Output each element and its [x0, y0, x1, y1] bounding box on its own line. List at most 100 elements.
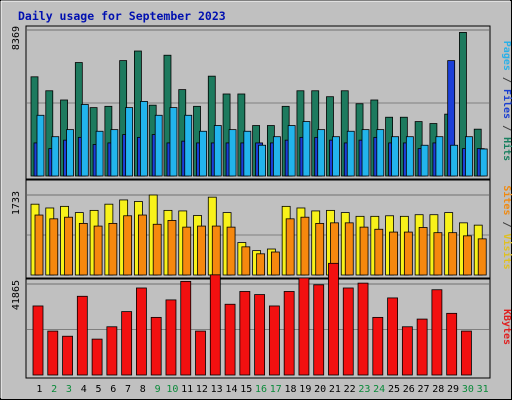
- x-tick-label: 9: [155, 384, 161, 395]
- legend-hits: Pages / Files / Hits: [501, 41, 512, 161]
- bar-kbytes-kbytes: [62, 335, 73, 376]
- chart-title: Daily usage for September 2023: [18, 9, 226, 23]
- x-tick-label: 29: [447, 384, 459, 395]
- bar-hits-pages: [361, 129, 370, 177]
- bar-visits-sites: [285, 218, 295, 276]
- legend-item: KBytes: [501, 309, 512, 345]
- x-tick-label: 22: [344, 384, 356, 395]
- bar-hits-pages: [405, 136, 414, 177]
- x-tick-label: 18: [285, 384, 297, 395]
- legend-item: Pages: [501, 41, 512, 71]
- bar-hits-pages: [272, 136, 281, 177]
- bar-hits-pages: [317, 129, 326, 177]
- bar-kbytes-kbytes: [298, 277, 310, 376]
- bar-kbytes-kbytes: [224, 303, 236, 376]
- x-tick-label: 25: [388, 384, 400, 395]
- bar-kbytes-kbytes: [268, 305, 280, 376]
- bar-hits-pages: [110, 129, 119, 177]
- x-tick-label: 30: [462, 384, 474, 395]
- bar-kbytes-kbytes: [446, 312, 458, 376]
- x-tick-label: 27: [417, 384, 429, 395]
- bar-hits-pages: [479, 148, 488, 177]
- bar-kbytes-kbytes: [209, 274, 221, 376]
- bar-visits-sites: [152, 223, 162, 276]
- x-tick-label: 6: [110, 384, 116, 395]
- bar-kbytes-kbytes: [180, 280, 192, 376]
- x-tick-label: 2: [51, 384, 57, 395]
- x-tick-label: 15: [240, 384, 252, 395]
- x-tick-label: 4: [81, 384, 87, 395]
- bar-kbytes-kbytes: [416, 318, 428, 376]
- bar-kbytes-kbytes: [387, 297, 398, 376]
- bar-kbytes-kbytes: [254, 294, 266, 376]
- x-tick-label: 7: [125, 384, 131, 395]
- bar-kbytes-kbytes: [106, 326, 118, 376]
- ymax-label-kbytes: 41865: [11, 280, 22, 310]
- bar-visits-sites: [359, 226, 369, 276]
- bar-visits-sites: [389, 231, 398, 276]
- bar-kbytes-kbytes: [32, 305, 44, 376]
- bar-kbytes-kbytes: [431, 289, 443, 376]
- bar-visits-sites: [344, 222, 354, 276]
- bar-visits-sites: [78, 222, 88, 276]
- bar-visits-sites: [138, 214, 147, 276]
- bar-hits-pages: [450, 144, 459, 177]
- x-tick-label: 21: [329, 384, 341, 395]
- bar-hits-pages: [332, 136, 340, 177]
- x-tick-label: 19: [299, 384, 311, 395]
- bar-kbytes-kbytes: [357, 282, 369, 376]
- bar-kbytes-kbytes: [313, 284, 325, 376]
- bar-kbytes-kbytes: [150, 316, 162, 376]
- x-tick-label: 20: [314, 384, 326, 395]
- legend-separator: /: [501, 71, 512, 89]
- x-tick-label: 26: [403, 384, 415, 395]
- bar-hits-pages: [154, 114, 163, 177]
- legend-separator: /: [501, 215, 512, 233]
- bar-kbytes-kbytes: [342, 287, 354, 376]
- bar-hits-pages: [184, 114, 193, 177]
- bar-visits-sites: [433, 232, 443, 276]
- bar-kbytes-kbytes: [47, 330, 59, 376]
- bar-visits-sites: [197, 225, 206, 276]
- x-tick-label: 23: [358, 384, 370, 395]
- bar-visits-sites: [418, 227, 428, 276]
- x-tick-label: 16: [255, 384, 267, 395]
- bar-hits-pages: [51, 136, 60, 177]
- x-tick-label: 28: [432, 384, 444, 395]
- bar-hits-pages: [66, 129, 74, 177]
- bar-hits-pages: [125, 107, 134, 177]
- bar-hits-pages: [302, 121, 311, 177]
- bar-visits-sites: [241, 246, 251, 276]
- bar-visits-sites: [300, 216, 310, 276]
- bar-visits-sites: [448, 232, 458, 276]
- bar-visits-sites: [477, 238, 487, 276]
- legend-visits: Sites / Visits: [501, 185, 512, 269]
- x-tick-label: 3: [66, 384, 72, 395]
- bar-visits-sites: [374, 228, 384, 276]
- bar-kbytes-kbytes: [165, 299, 177, 376]
- bar-visits-sites: [93, 225, 103, 276]
- bar-visits-sites: [64, 216, 73, 276]
- legend-item: Hits: [501, 137, 512, 161]
- bar-hits-pages: [243, 130, 252, 177]
- x-tick-label: 12: [196, 384, 208, 395]
- bar-visits-sites: [108, 222, 118, 276]
- bar-visits-sites: [34, 214, 44, 276]
- bar-visits-sites: [123, 215, 133, 276]
- bar-hits-pages: [465, 136, 473, 177]
- bar-hits-pages: [213, 125, 222, 177]
- bar-visits-sites: [211, 225, 221, 276]
- bar-hits-pages: [199, 130, 207, 177]
- bar-hits-pages: [420, 144, 429, 177]
- bar-hits-pages: [140, 101, 148, 177]
- bar-visits-sites: [182, 226, 192, 276]
- x-tick-label: 14: [225, 384, 237, 395]
- legend-item: Sites: [501, 185, 512, 215]
- bar-hits-pages: [36, 114, 45, 177]
- bar-hits-pages: [80, 104, 89, 177]
- bar-kbytes-kbytes: [91, 338, 103, 376]
- bar-kbytes-kbytes: [76, 295, 88, 376]
- legend-item: Visits: [501, 234, 512, 270]
